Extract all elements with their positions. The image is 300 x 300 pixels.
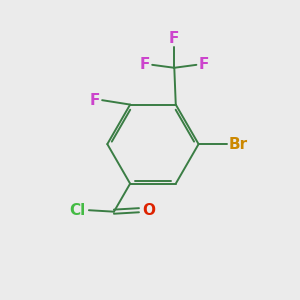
Text: F: F bbox=[169, 31, 179, 46]
Text: Cl: Cl bbox=[70, 203, 86, 218]
Text: Br: Br bbox=[228, 136, 248, 152]
Text: F: F bbox=[140, 57, 150, 72]
Text: F: F bbox=[89, 93, 100, 108]
Text: O: O bbox=[142, 203, 155, 218]
Text: F: F bbox=[199, 57, 209, 72]
